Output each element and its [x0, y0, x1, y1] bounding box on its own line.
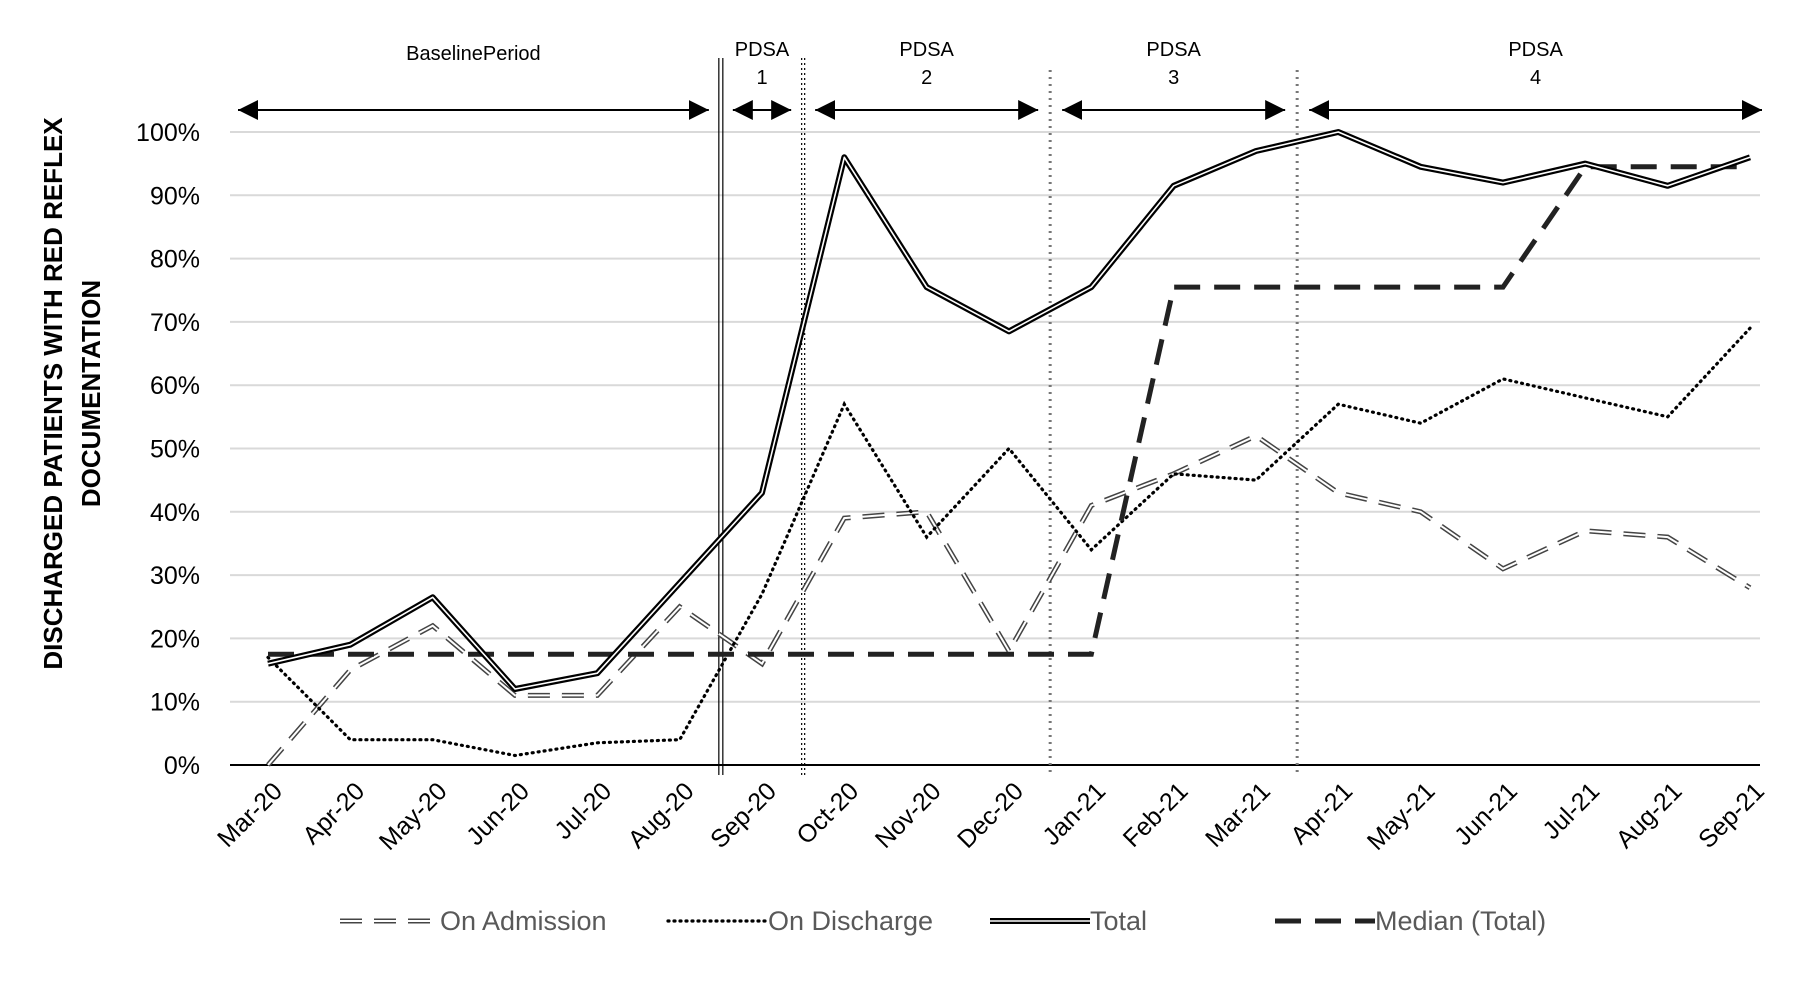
legend-item: Total	[990, 906, 1147, 936]
x-tick-label: Aug-21	[1611, 777, 1688, 854]
legend-label: Total	[1090, 906, 1147, 936]
series-line	[268, 132, 1750, 689]
gridlines	[230, 132, 1760, 702]
y-axis-title-line: DOCUMENTATION	[76, 280, 106, 507]
y-tick-label: 100%	[136, 119, 200, 147]
series-on-discharge	[268, 328, 1750, 755]
x-tick-label: Jun-21	[1449, 777, 1523, 851]
series-line	[268, 132, 1750, 689]
series-total	[268, 132, 1750, 689]
x-tick-label: Feb-21	[1118, 777, 1194, 853]
series-line	[268, 436, 1750, 765]
y-tick-label: 20%	[150, 625, 200, 653]
legend: On Admission On Discharge Total Median (Tot…	[340, 906, 1546, 936]
series-on-admission	[268, 436, 1750, 765]
phase-label: PDSA	[1508, 39, 1563, 61]
x-tick-label: May-20	[374, 777, 453, 856]
phase-label: PDSA	[899, 39, 954, 61]
phase-label: 1	[756, 67, 767, 89]
legend-item: On Admission	[340, 906, 607, 936]
legend-item: On Discharge	[668, 906, 933, 936]
y-tick-label: 70%	[150, 309, 200, 337]
y-tick-label: 90%	[150, 182, 200, 210]
x-tick-label: Sep-21	[1693, 777, 1770, 854]
x-tick-label: Jun-20	[461, 777, 535, 851]
y-axis-title: DISCHARGED PATIENTS WITH RED REFLEX DOCUM…	[38, 117, 106, 670]
legend-label: On Discharge	[768, 906, 933, 936]
x-tick-label: Jul-21	[1537, 777, 1605, 845]
phase-label: 4	[1530, 67, 1541, 89]
x-tick-label: Jan-21	[1037, 777, 1111, 851]
x-tick-label: Nov-20	[870, 777, 947, 854]
legend-label: Median (Total)	[1375, 906, 1546, 936]
legend-item: Median (Total)	[1275, 906, 1546, 936]
y-tick-label: 80%	[150, 246, 200, 274]
y-tick-label: 30%	[150, 562, 200, 590]
series-line	[268, 328, 1750, 755]
y-tick-label: 10%	[150, 689, 200, 717]
x-tick-label: Dec-20	[952, 777, 1029, 854]
y-axis-title-line: DISCHARGED PATIENTS WITH RED REFLEX	[38, 117, 68, 670]
legend-label: On Admission	[440, 906, 607, 936]
phase-label: 3	[1168, 67, 1179, 89]
y-tick-label: 40%	[150, 499, 200, 527]
x-tick-label: Apr-20	[297, 777, 370, 850]
y-tick-labels: 0% 10% 20% 30% 40% 50% 60% 70% 80% 90% 100%	[136, 119, 200, 780]
x-tick-label: Sep-20	[705, 777, 782, 854]
x-tick-label: Mar-21	[1200, 777, 1276, 853]
y-tick-label: 60%	[150, 372, 200, 400]
phase-annotations: BaselinePeriod PDSA 1 PDSA 2 PDSA 3 PDSA 4	[238, 39, 1762, 775]
phase-label: PDSA	[1146, 39, 1201, 61]
x-tick-label: Mar-20	[212, 777, 288, 853]
x-tick-label: Apr-21	[1285, 777, 1358, 850]
x-tick-label: Oct-20	[791, 777, 864, 850]
phase-label: BaselinePeriod	[406, 43, 541, 65]
phase-label: PDSA	[735, 39, 790, 61]
y-tick-label: 50%	[150, 436, 200, 464]
series-line	[268, 167, 1750, 654]
y-tick-label: 0%	[164, 752, 200, 780]
series-median-total	[268, 167, 1750, 655]
series-line	[268, 436, 1750, 765]
x-tick-label: Aug-20	[623, 777, 700, 854]
phase-label: 2	[921, 67, 932, 89]
x-tick-label: May-21	[1362, 777, 1441, 856]
x-tick-label: Jul-20	[549, 777, 617, 845]
